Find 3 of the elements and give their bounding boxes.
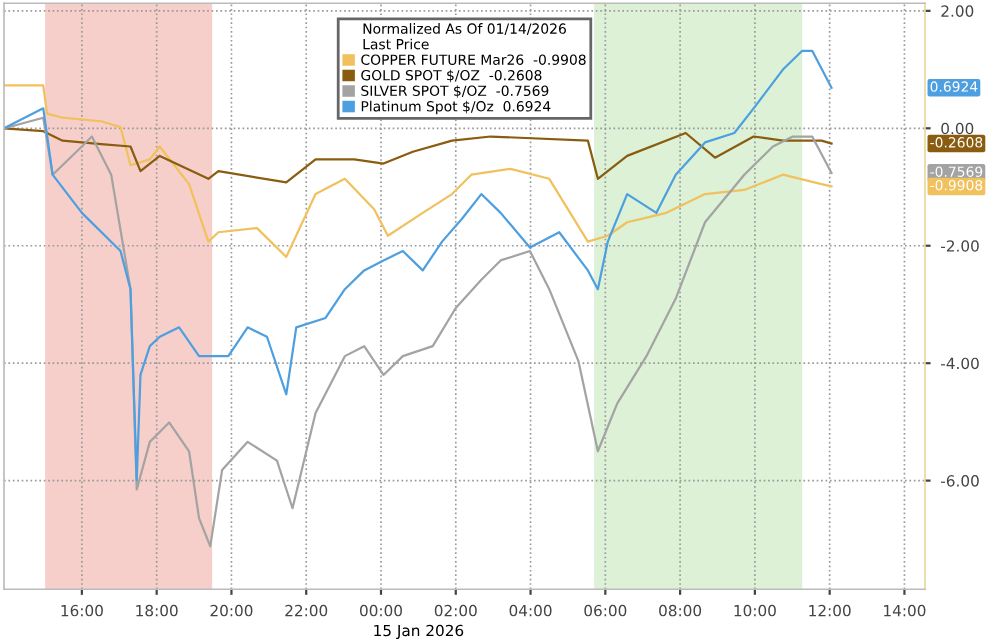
line-series (4, 84, 833, 259)
line-series (4, 127, 833, 184)
line-series (4, 49, 833, 482)
